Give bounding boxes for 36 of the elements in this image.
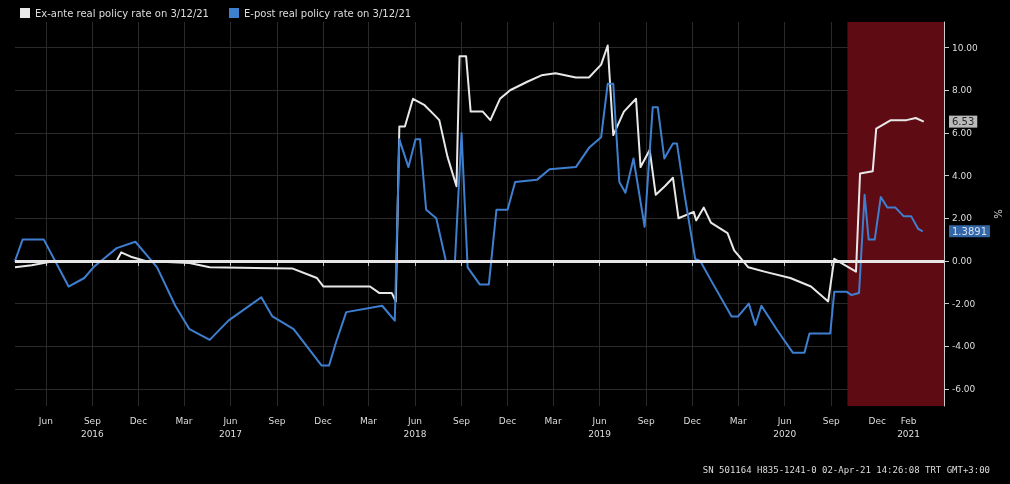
y-tick-label: -4.00 (952, 341, 976, 352)
y-tick-label: 2.00 (952, 213, 973, 224)
x-tick-label: Jun (37, 415, 53, 426)
x-tick-label: Sep 2016 (80, 415, 105, 439)
text: SN 501164 H835-1241-0 02-Apr-21 14:26:08 TRT GMT+3:00 (702, 464, 991, 475)
x-tick-label: Mar (544, 415, 562, 426)
x-tick-label: Sep (637, 415, 655, 426)
annotation: 1.3891 (952, 225, 987, 237)
x-tick-label: Dec (314, 415, 332, 426)
line-series (14, 82, 924, 367)
x-tick-label: Dec (868, 415, 886, 426)
x-tick-label: Dec (129, 415, 148, 426)
annotation: 6.53 (952, 116, 975, 128)
y-tick-label: -2.00 (952, 298, 976, 309)
legend-label: Ex-ante real policy rate on 3/12/21 (35, 7, 209, 19)
y-tick-label: 10.00 (952, 42, 979, 53)
x-tick-label: Jun 2019 (588, 415, 612, 439)
y-tick-label: 6.00 (952, 127, 973, 138)
x-tick-label: Jun 2017 (218, 415, 242, 439)
y-tick-label: 4.00 (952, 170, 973, 181)
x-tick-label: Dec (683, 415, 701, 426)
x-tick-label: Mar (729, 415, 747, 426)
x-tick-label: Sep (453, 415, 471, 426)
x-tick-label: Jun 2020 (773, 415, 797, 439)
x-tick-label: Mar (360, 415, 378, 426)
x-tick-label: Sep (268, 415, 286, 426)
y-tick-label: 8.00 (952, 85, 973, 96)
x-tick-label: Jun 2018 (403, 415, 427, 439)
y-tick-label: 0.00 (952, 255, 973, 266)
legend-label: E-post real policy rate on 3/12/21 (243, 7, 412, 19)
y-tick-label: -6.00 (952, 383, 976, 394)
x-tick-label: Mar (175, 415, 193, 426)
x-tick-label: Dec (498, 415, 517, 426)
x-tick-label: Feb 2021 (897, 415, 921, 439)
x-tick-label: Sep (822, 415, 840, 426)
y-axis-title: % (991, 209, 1003, 219)
